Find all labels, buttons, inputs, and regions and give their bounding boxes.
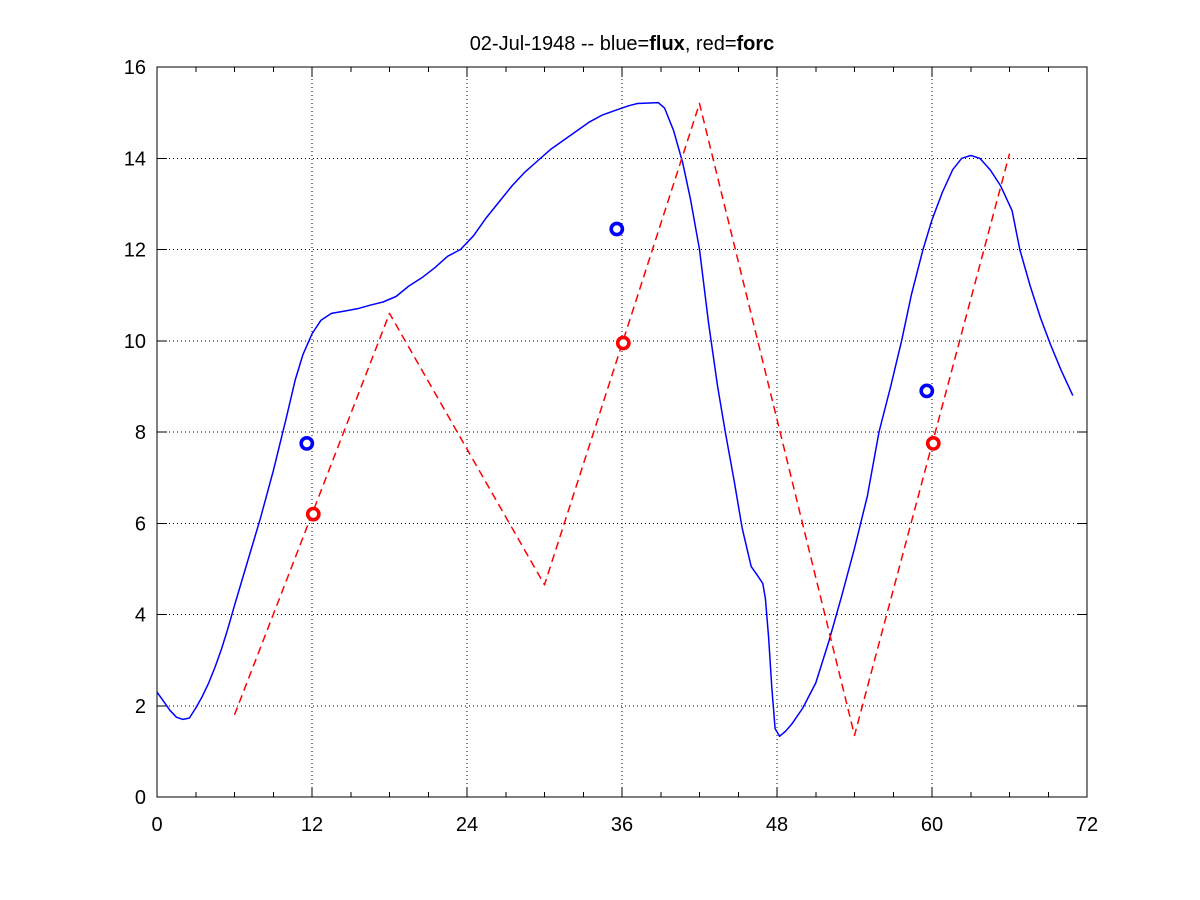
flux-marker-circle	[919, 383, 935, 399]
y-tick-label: 8	[135, 422, 146, 444]
y-tick-label: 10	[124, 331, 146, 353]
x-tick-label: 36	[611, 814, 633, 836]
chart-title-part: , red=	[684, 33, 737, 55]
x-tick-label: 12	[301, 814, 323, 836]
x-tick-label: 72	[1076, 814, 1098, 836]
chart-title-part: 02-Jul-1948 -- blue=	[469, 33, 650, 55]
y-tick-label: 0	[135, 787, 146, 809]
chart-title: 02-Jul-1948 -- blue=flux, red=forc	[157, 33, 1087, 56]
y-tick-label: 4	[135, 605, 146, 627]
y-tick-label: 6	[135, 513, 146, 535]
y-tick-label: 16	[124, 57, 146, 79]
flux-marker-circle	[609, 221, 625, 237]
x-tick-label: 48	[766, 814, 788, 836]
x-tick-label: 0	[151, 814, 162, 836]
x-tick-label: 24	[456, 814, 478, 836]
flux-line	[156, 101, 1074, 738]
forc-marker-circle	[925, 435, 941, 451]
chart-title-part: forc	[736, 33, 775, 55]
chart-title-part: flux	[649, 33, 685, 55]
y-tick-label: 14	[124, 148, 146, 170]
forc-marker-circle	[305, 506, 321, 522]
y-tick-label: 12	[124, 240, 146, 262]
flux-marker-circle	[299, 435, 315, 451]
forc-marker-circle	[615, 335, 631, 351]
x-tick-label: 60	[921, 814, 943, 836]
y-tick-label: 2	[135, 696, 146, 718]
